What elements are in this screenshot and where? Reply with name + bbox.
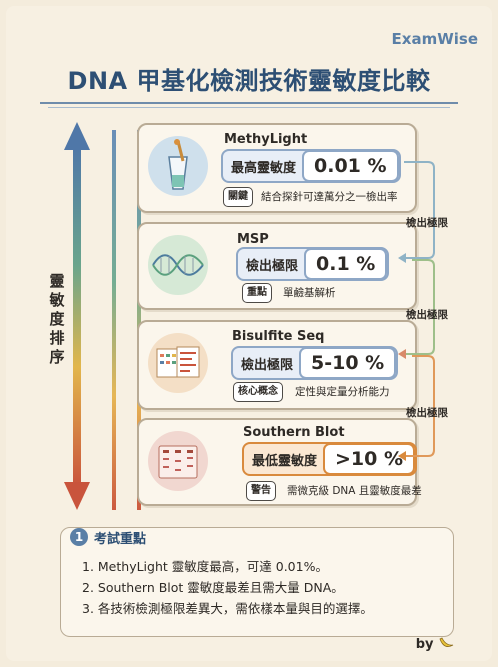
metric-label: 最低靈敏度 bbox=[252, 453, 318, 469]
card-southern-blot: Southern Blot 最低靈敏度 >10 % 警告 需微克級 DNA 且靈… bbox=[137, 418, 422, 506]
tips-list: 1. MethyLight 靈敏度最高，可達 0.01%。 2. Souther… bbox=[82, 556, 373, 619]
metric-label: 檢出極限 bbox=[246, 258, 299, 274]
card-title: MSP bbox=[237, 232, 269, 247]
sequencing-chart-icon bbox=[148, 333, 208, 393]
tag-badge: 重點 bbox=[242, 283, 272, 303]
card-note: 定性與定量分析能力 bbox=[295, 386, 390, 398]
title-underline bbox=[40, 102, 458, 104]
metric-pill: 最高靈敏度 0.01 % bbox=[221, 149, 401, 183]
banana-icon bbox=[439, 637, 454, 647]
metric-value: 0.01 % bbox=[302, 150, 399, 182]
axis-label: 靈敏度排序 bbox=[49, 272, 65, 366]
metric-value: 0.1 % bbox=[304, 248, 388, 280]
dna-helix-icon bbox=[148, 235, 208, 295]
card-title: Bisulfite Seq bbox=[232, 329, 325, 344]
ladder bbox=[112, 130, 141, 510]
tag-badge: 警告 bbox=[246, 481, 276, 501]
byline-text: by bbox=[415, 637, 434, 652]
tips-item: 1. MethyLight 靈敏度最高，可達 0.01%。 bbox=[82, 559, 328, 574]
tips-item: 3. 各技術檢測極限差異大，需依樣本量與目的選擇。 bbox=[82, 601, 373, 616]
brand-label: ExamWise bbox=[391, 30, 478, 48]
tag-badge: 核心概念 bbox=[233, 382, 283, 402]
metric-pill: 檢出極限 0.1 % bbox=[236, 247, 390, 281]
card-note: 結合探針可達萬分之一檢出率 bbox=[261, 191, 398, 203]
card-title: Southern Blot bbox=[243, 425, 345, 440]
card-methylight: MethyLight 最高靈敏度 0.01 % 關鍵 結合探針可達萬分之一檢出率 bbox=[137, 123, 417, 213]
metric-pill: 最低靈敏度 >10 % bbox=[242, 442, 418, 476]
page-title: DNA 甲基化檢測技術靈敏度比較 bbox=[67, 67, 431, 95]
metric-pill: 檢出極限 5-10 % bbox=[231, 346, 399, 380]
exam-tips-box bbox=[60, 527, 454, 637]
card-msp: MSP 檢出極限 0.1 % 重點 單鹼基解析 bbox=[137, 222, 417, 310]
pipette-tube-icon bbox=[148, 136, 208, 196]
title-underline-secondary bbox=[48, 107, 450, 108]
byline: by bbox=[416, 636, 454, 652]
gel-blot-icon bbox=[148, 431, 208, 491]
connector-label: 檢出極限 bbox=[406, 407, 448, 419]
card-note: 單鹼基解析 bbox=[283, 287, 336, 299]
connector-label: 檢出極限 bbox=[406, 217, 448, 229]
card-title: MethyLight bbox=[224, 132, 308, 147]
tag-badge: 關鍵 bbox=[223, 187, 253, 207]
connector-arrows bbox=[398, 161, 435, 461]
metric-label: 最高靈敏度 bbox=[231, 160, 297, 176]
tips-item: 2. Southern Blot 靈敏度最差且需大量 DNA。 bbox=[82, 580, 344, 595]
sensitivity-axis-arrow bbox=[64, 122, 90, 510]
tips-number-badge: 1 bbox=[70, 528, 88, 546]
metric-value: >10 % bbox=[323, 443, 416, 475]
metric-value: 5-10 % bbox=[299, 347, 397, 379]
card-note: 需微克級 DNA 且靈敏度最差 bbox=[287, 485, 422, 497]
metric-label: 檢出極限 bbox=[241, 357, 294, 373]
card-bisulfite-seq: Bisulfite Seq 檢出極限 5-10 % 核心概念 定性與定量分析能力 bbox=[137, 320, 417, 410]
connector-label: 檢出極限 bbox=[406, 309, 448, 321]
tips-title: 考試重點 bbox=[94, 532, 147, 547]
